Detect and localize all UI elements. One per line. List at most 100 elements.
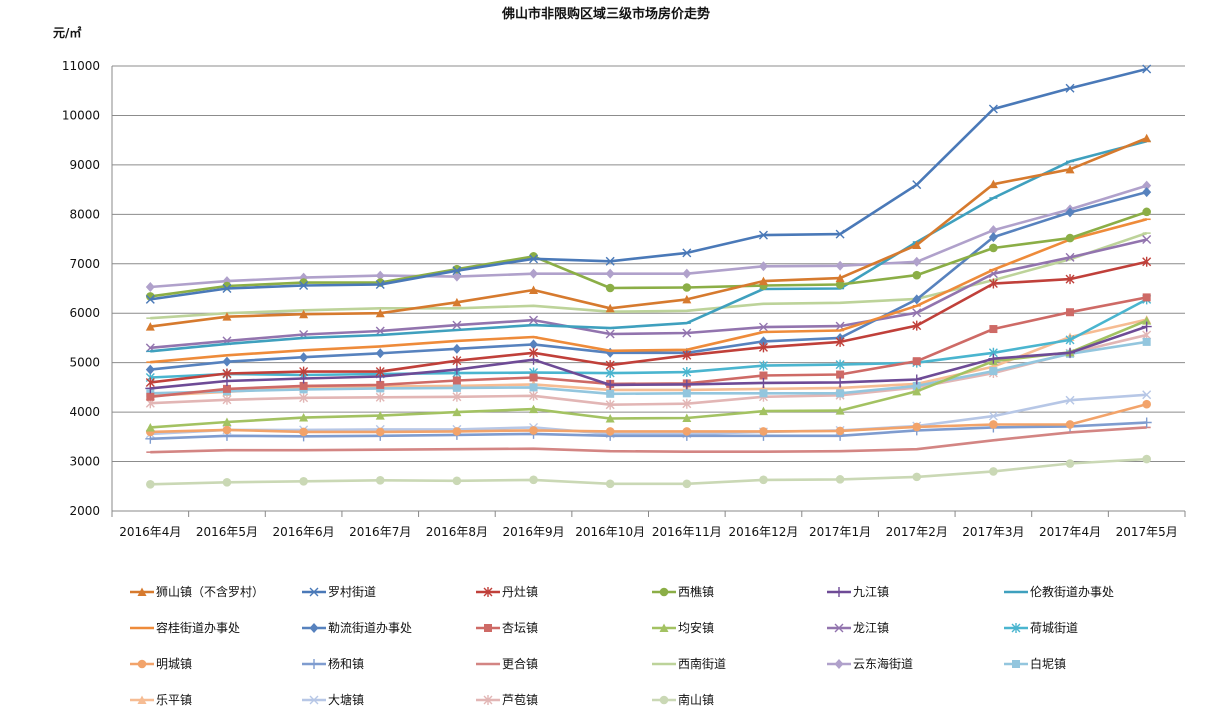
data-point-marker	[1142, 180, 1152, 191]
data-point-marker	[222, 394, 232, 405]
x-tick-label: 2016年9月	[502, 525, 564, 539]
series-path	[150, 139, 1148, 353]
data-point-marker	[137, 695, 147, 704]
data-point-marker	[375, 280, 385, 290]
data-point-marker	[529, 254, 539, 264]
data-point-marker	[1065, 274, 1075, 285]
data-point-marker	[529, 315, 539, 325]
legend-label: 南山镇	[678, 692, 714, 707]
series-line	[146, 454, 1151, 489]
data-point-marker	[299, 309, 309, 319]
data-point-marker	[222, 425, 232, 435]
legend-label: 荷城街道	[1030, 621, 1078, 635]
series-path	[150, 238, 1147, 350]
data-point-marker	[1142, 133, 1152, 143]
x-tick-label: 2017年5月	[1116, 525, 1178, 539]
legend-item: 云东海街道	[827, 656, 913, 671]
data-point-marker	[222, 312, 232, 321]
data-point-marker	[1065, 420, 1075, 429]
legend-label: 乐平镇	[156, 693, 192, 707]
data-point-marker	[1141, 321, 1152, 332]
x-tick-label: 2016年5月	[196, 525, 258, 539]
legend-item: 罗村街道	[302, 585, 376, 599]
data-point-marker	[529, 404, 539, 414]
y-tick-label: 10000	[62, 108, 100, 122]
series-line	[145, 133, 1152, 331]
legend-item: 容桂街道办事处	[130, 620, 240, 635]
legend-label: 更合镇	[502, 656, 538, 671]
series-line	[146, 426, 1151, 454]
series-path	[150, 457, 1147, 486]
x-tick-label: 2017年4月	[1039, 525, 1101, 539]
data-point-marker	[912, 240, 922, 249]
data-point-marker	[375, 392, 385, 403]
data-point-marker	[309, 695, 319, 705]
data-point-marker	[912, 180, 922, 190]
data-point-marker	[145, 294, 155, 304]
y-axis-tick-labels: 2000 3000 4000 5000 6000 7000 8000 9000 10000 110…	[62, 59, 100, 518]
series-path	[150, 325, 1148, 390]
data-point-marker	[1142, 293, 1151, 302]
data-point-marker	[1142, 64, 1152, 74]
data-point-marker	[682, 427, 692, 436]
data-point-marker	[659, 695, 669, 705]
data-point-marker	[758, 342, 768, 353]
data-point-marker	[912, 320, 922, 331]
data-point-marker	[659, 587, 669, 597]
data-point-marker	[452, 297, 462, 307]
legend-item: 荷城街道	[1004, 621, 1078, 635]
data-point-marker	[605, 399, 615, 410]
data-point-marker	[452, 427, 462, 436]
data-point-marker	[989, 325, 998, 334]
data-point-marker	[835, 426, 845, 436]
data-point-marker	[835, 377, 846, 388]
series-line	[145, 187, 1152, 375]
data-point-marker	[1012, 660, 1020, 668]
series-path	[150, 340, 1147, 396]
legend-item: 均安镇	[652, 620, 714, 635]
legend-label: 西南街道	[678, 656, 726, 671]
y-tick-label: 6000	[69, 306, 100, 320]
data-point-marker	[222, 284, 232, 293]
legend-item: 更合镇	[476, 656, 538, 671]
data-point-marker	[835, 475, 845, 484]
data-point-marker	[146, 392, 155, 401]
data-point-marker	[758, 406, 768, 416]
data-point-marker	[1065, 164, 1075, 174]
legend-item: 南山镇	[652, 692, 714, 707]
data-point-marker	[452, 407, 462, 417]
data-point-marker	[912, 270, 922, 280]
data-point-marker	[758, 322, 768, 332]
data-point-marker	[659, 623, 669, 632]
data-point-marker	[146, 480, 155, 489]
legend-label: 大塘镇	[328, 692, 364, 707]
data-point-marker	[309, 623, 319, 633]
data-point-marker	[375, 366, 385, 377]
data-point-marker	[452, 343, 462, 354]
data-point-marker	[682, 398, 692, 409]
series-path	[150, 333, 1148, 407]
data-point-marker	[1142, 316, 1152, 325]
data-point-marker	[758, 360, 768, 371]
data-point-marker	[835, 359, 845, 370]
series-path	[150, 190, 1148, 371]
series-path	[150, 402, 1148, 434]
data-point-marker	[529, 373, 538, 382]
data-point-marker	[1142, 187, 1152, 198]
y-tick-label: 11000	[62, 59, 100, 73]
series-path	[150, 67, 1148, 301]
legend-item: 龙江镇	[827, 621, 889, 635]
legend-label: 罗村街道	[328, 585, 376, 599]
x-tick-label: 2016年10月	[575, 525, 645, 539]
series-line	[146, 218, 1151, 364]
data-point-marker	[529, 390, 539, 401]
legend-item: 明城镇	[130, 657, 192, 671]
series-line	[146, 399, 1151, 437]
data-point-marker	[309, 659, 319, 669]
data-point-marker	[1066, 308, 1075, 317]
legend-item: 乐平镇	[130, 693, 192, 707]
data-point-marker	[529, 268, 539, 279]
data-point-marker	[1142, 256, 1152, 267]
data-point-marker	[1065, 334, 1075, 345]
